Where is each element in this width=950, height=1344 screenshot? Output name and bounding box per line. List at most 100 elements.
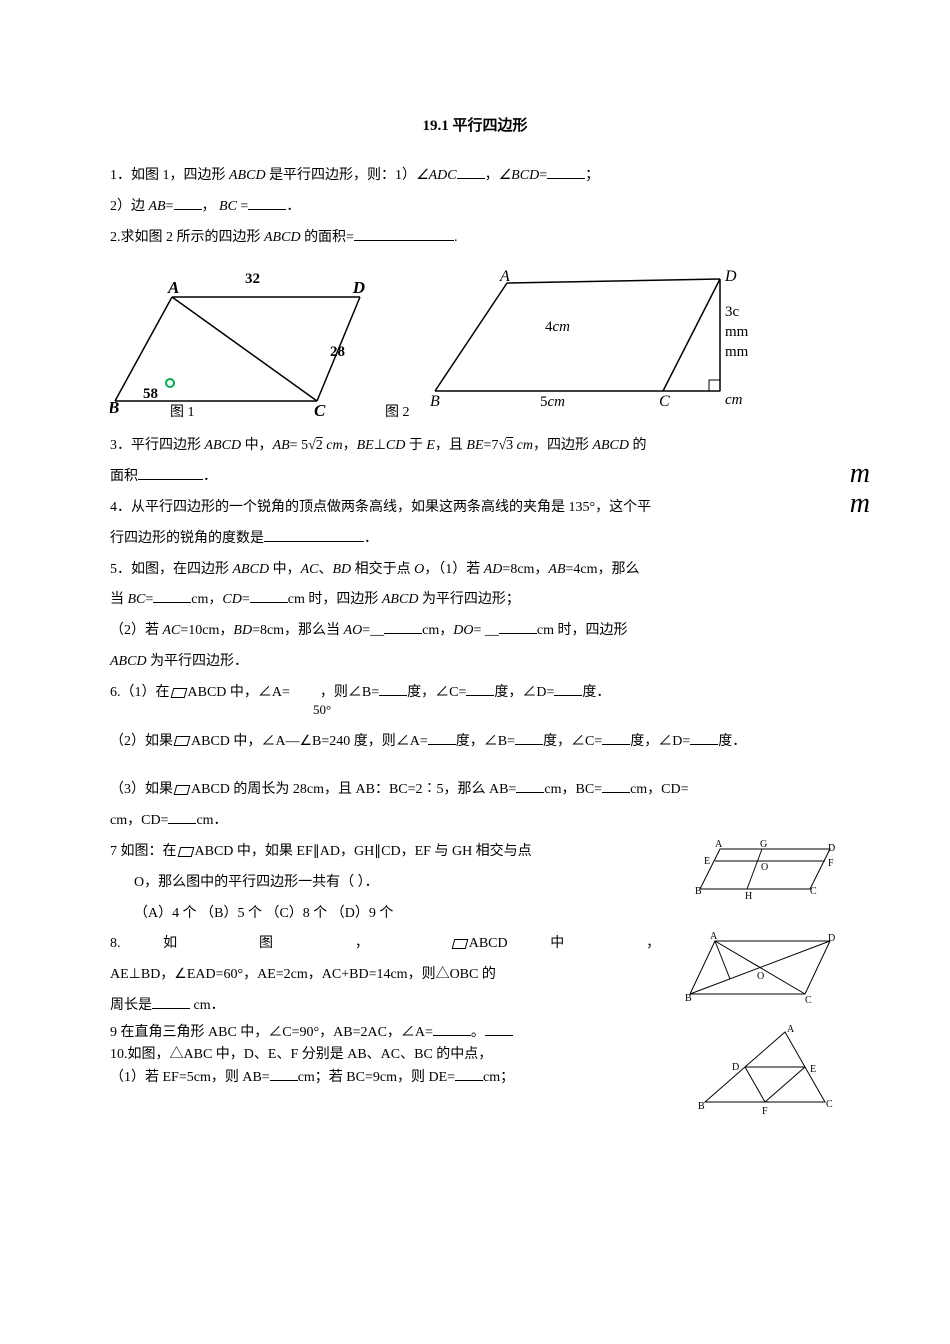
parallelogram-icon: [170, 688, 187, 698]
svg-text:B: B: [695, 886, 702, 897]
cm: cm: [513, 438, 533, 453]
q6-e: 度．: [582, 685, 610, 700]
question-10: 10.如图，△ABC 中，D、E、F 分别是 AB、AC、BC 的中点，: [110, 1044, 680, 1066]
q3-cd: CD: [386, 438, 405, 453]
sqrt1: 5√2: [301, 438, 323, 453]
blank: [174, 196, 202, 210]
q3-e2: ，四边形: [533, 438, 593, 453]
q1-bc: BC: [219, 199, 237, 214]
q8-d: ，: [355, 936, 408, 951]
fig1-A: A: [167, 278, 179, 297]
fig1-angle: 58: [143, 386, 158, 402]
figure-q8-svg: A D O B C: [680, 929, 840, 1009]
question-3: 3．平行四边形 ABCD 中，AB= 5√2 cm，BE⊥CD 于 E，且 BE…: [110, 431, 840, 462]
svg-text:D: D: [828, 933, 835, 944]
blank: [168, 810, 196, 824]
question-8-row: 8. 如 图 ， ABCD 中 ， AE⊥BD，∠EAD=60°，AE=2cm，…: [110, 929, 840, 1021]
q2-abcd: ABCD: [264, 230, 301, 245]
parallelogram-icon: [451, 939, 468, 949]
q6-a: 6.（1）在: [110, 685, 170, 700]
question-8-line2: AE⊥BD，∠EAD=60°，AE=2cm，AC+BD=14cm，则△OBC 的: [110, 960, 670, 991]
fig2-bc: 5cm: [540, 394, 565, 410]
q6-abcd: ABCD 中，∠A=: [188, 685, 290, 700]
q5-abcd3: ABCD: [110, 654, 147, 669]
q9-b: 。: [471, 1025, 485, 1040]
q9-a: 9 在直角三角形 ABC 中，∠C=90°，AB=2AC，∠A=: [110, 1025, 433, 1040]
blank: [379, 682, 407, 696]
blank: [554, 682, 582, 696]
figure-q10-svg: A D E B F C: [690, 1022, 840, 1117]
q3-c: 于: [405, 438, 426, 453]
question-6: 6.（1）在ABCD 中，∠A=，则∠B=度，∠C=度，∠D=度． 50°: [110, 678, 840, 709]
q4-a: 4．从平行四边形的一个锐角的顶点做两条高线，如果这两条高线的夹角是 135°，这…: [110, 500, 651, 515]
q5-b: 中，: [269, 562, 301, 577]
fig1-D: D: [352, 278, 365, 297]
fig2-ab: 4cm: [545, 319, 570, 335]
question-10-line2: （1）若 EF=5cm，则 AB=cm；若 BC=9cm，则 DE=cm；: [110, 1067, 680, 1089]
blank: [499, 620, 537, 634]
q8-f: 中: [550, 936, 603, 951]
svg-text:F: F: [828, 858, 834, 869]
q3-abcd2: ABCD: [592, 438, 629, 453]
q6-l2a: （2）如果: [110, 734, 173, 749]
q5-l3f: cm 时，四边形: [537, 623, 628, 638]
svg-text:G: G: [760, 839, 767, 850]
q5-c: 、: [318, 562, 332, 577]
q5-ao: AO: [344, 623, 363, 638]
q1-bcd: ∠BCD: [499, 168, 540, 183]
blank: [354, 227, 454, 241]
parallelogram-icon: [174, 785, 191, 795]
q1-text: 1．如图 1，四边形: [110, 168, 229, 183]
period: ．: [364, 531, 378, 546]
figure-1-svg: 32 A D 28 58 B C 图 1: [110, 271, 365, 421]
question-5-line4: ABCD 为平行四边形．: [110, 647, 840, 678]
eq: =: [362, 623, 370, 638]
svg-text:F: F: [762, 1106, 768, 1117]
question-4-line2: 行四边形的锐角的度数是．: [110, 524, 840, 555]
blank: [455, 1067, 483, 1081]
svg-text:E: E: [704, 856, 710, 867]
q3-b: 中，: [241, 438, 273, 453]
q10-b: （1）若 EF=5cm，则 AB=: [110, 1070, 270, 1085]
question-1-line2: 2）边 AB=， BC =．: [110, 192, 840, 223]
question-1: 1．如图 1，四边形 ABCD 是平行四边形，则：1）∠ADC，∠BCD=；: [110, 161, 840, 192]
parallelogram-icon: [174, 736, 191, 746]
q3-be: BE: [357, 438, 374, 453]
blank: [270, 1067, 298, 1081]
question-7: 7 如图：在ABCD 中，如果 EF∥AD，GH∥CD，EF 与 GH 相交与点: [110, 837, 680, 868]
q5-l2c: cm，: [191, 592, 222, 607]
q6-l2d: 度，∠C=: [543, 734, 602, 749]
comma: ，: [343, 438, 357, 453]
q5-abcd2: ABCD: [382, 592, 419, 607]
eq: =: [539, 168, 547, 183]
eq: =: [145, 592, 153, 607]
question-5: 5．如图，在四边形 ABCD 中，AC、BD 相交于点 O，（1）若 AD=8c…: [110, 555, 840, 586]
q8-l3b: cm．: [194, 998, 225, 1013]
q7-b: ABCD 中，如果 EF∥AD，GH∥CD，EF 与 GH 相交与点: [195, 844, 532, 859]
svg-text:H: H: [745, 891, 752, 902]
svg-text:C: C: [810, 886, 817, 897]
svg-text:D: D: [732, 1062, 739, 1073]
q3-l2: 面积: [110, 469, 138, 484]
q5-o: O: [414, 562, 424, 577]
svg-text:O: O: [757, 971, 764, 982]
q5-l3c: =8cm，那么当: [252, 623, 344, 638]
q2-text2: 的面积=: [301, 230, 354, 245]
blank: [516, 779, 544, 793]
q5-l2a: 当: [110, 592, 128, 607]
q10-c: cm；若 BC=9cm，则 DE=: [298, 1070, 455, 1085]
q5-bc: BC: [128, 592, 146, 607]
fig2-mm2: mm: [725, 344, 749, 360]
q5-l3a: （2）若: [110, 623, 163, 638]
question-6-line4: cm，CD=cm．: [110, 806, 840, 837]
fig1-label: 图 1: [170, 405, 195, 420]
cm: cm: [323, 438, 343, 453]
fig1-top: 32: [245, 271, 260, 287]
fig1-right: 28: [330, 344, 345, 360]
q5-cd: CD: [222, 592, 241, 607]
stray-m2-icon: m: [850, 473, 870, 535]
q2-text: 2.求如图 2 所示的四边形: [110, 230, 264, 245]
figures-row: 32 A D 28 58 B C 图 1 图 2 A D 4cm 3c mm m…: [110, 261, 840, 421]
question-9: 9 在直角三角形 ABC 中，∠C=90°，AB=2AC，∠A= 。: [110, 1022, 680, 1044]
eq: =: [290, 438, 301, 453]
